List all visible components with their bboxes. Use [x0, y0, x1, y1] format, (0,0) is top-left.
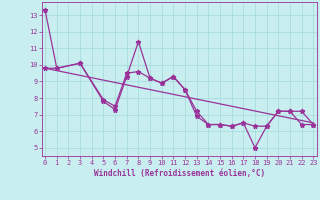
X-axis label: Windchill (Refroidissement éolien,°C): Windchill (Refroidissement éolien,°C) — [94, 169, 265, 178]
